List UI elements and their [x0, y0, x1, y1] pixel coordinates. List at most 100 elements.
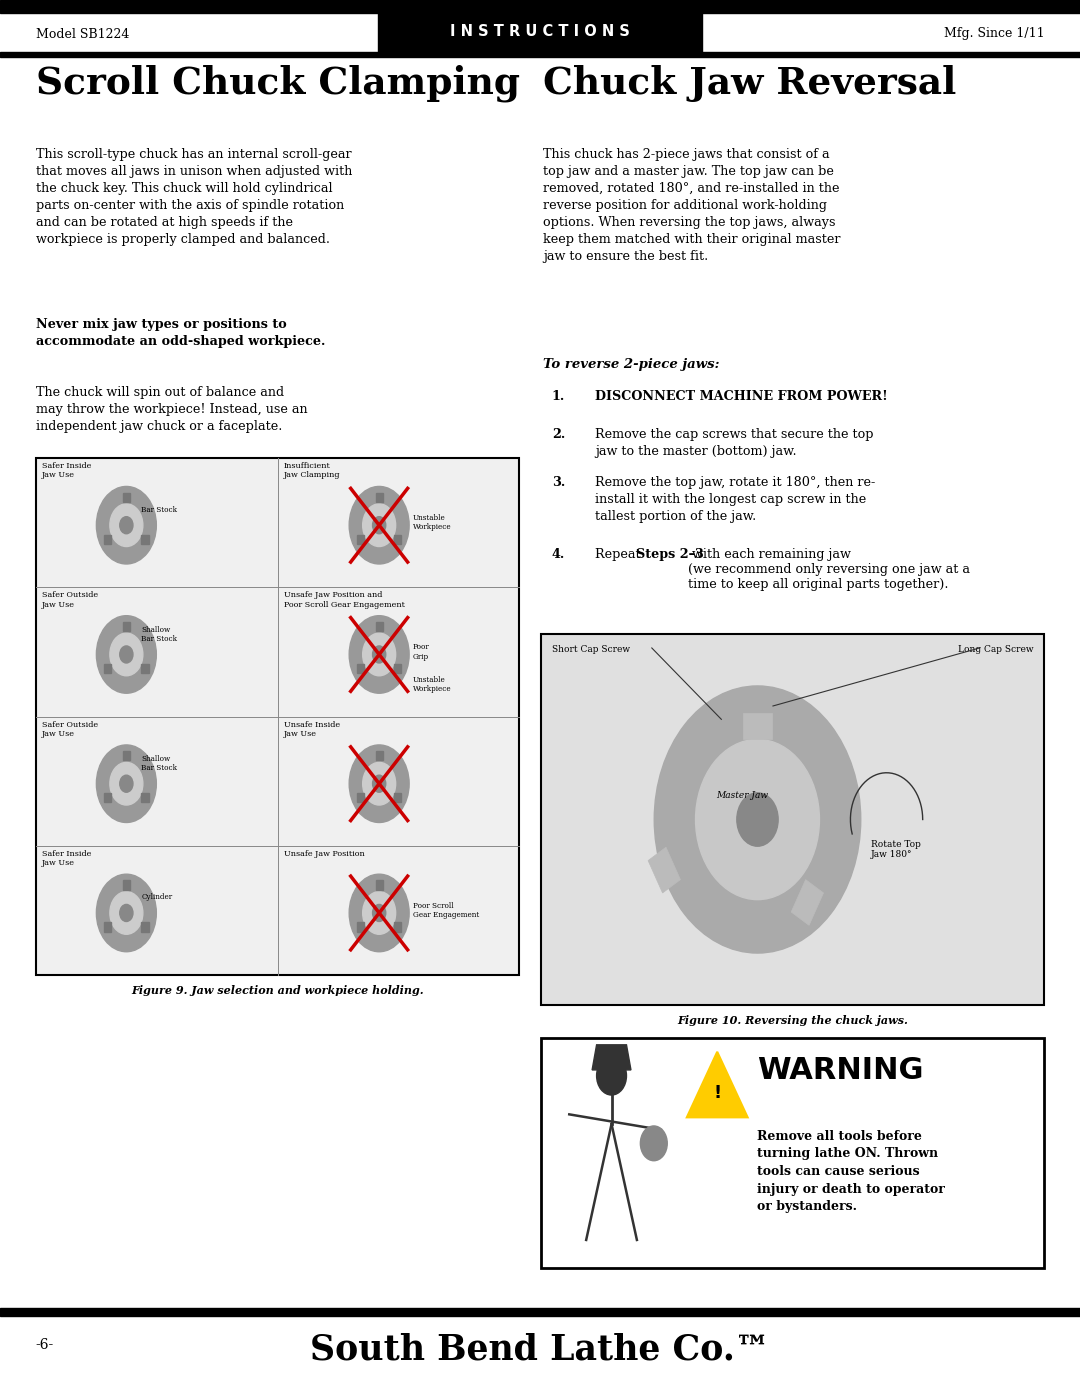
Polygon shape [592, 1045, 631, 1070]
Bar [0, 52, 1080, 57]
Text: Safer Inside
Jaw Use: Safer Inside Jaw Use [42, 462, 92, 479]
Text: Steps 2–3: Steps 2–3 [636, 548, 704, 562]
Circle shape [696, 739, 820, 900]
Circle shape [349, 486, 409, 564]
Bar [123, 880, 130, 890]
Bar [541, 634, 1044, 1004]
Text: Model SB1224: Model SB1224 [36, 28, 129, 41]
Text: with each remaining jaw
(we recommend only reversing one jaw at a
time to keep a: with each remaining jaw (we recommend on… [688, 548, 970, 591]
Circle shape [373, 775, 386, 792]
Text: Unstable
Workpiece: Unstable Workpiece [413, 676, 451, 693]
Circle shape [120, 517, 133, 534]
Circle shape [120, 775, 133, 792]
Text: Remove the cap screws that secure the top
jaw to the master (bottom) jaw.: Remove the cap screws that secure the to… [595, 427, 874, 458]
Text: Master Jaw: Master Jaw [716, 791, 768, 800]
Text: Chuck Jaw Reversal: Chuck Jaw Reversal [543, 66, 957, 102]
Bar [141, 535, 149, 543]
Circle shape [373, 645, 386, 664]
Text: Cylinder: Cylinder [141, 893, 173, 901]
Circle shape [363, 891, 395, 935]
Text: Repeat: Repeat [595, 548, 645, 562]
Bar [0, 1308, 1080, 1316]
Text: Unsafe Jaw Position: Unsafe Jaw Position [284, 849, 365, 858]
Text: I N S T R U C T I O N S: I N S T R U C T I O N S [450, 25, 630, 39]
Bar [376, 752, 382, 760]
Bar [141, 793, 149, 802]
Text: Shallow
Bar Stock: Shallow Bar Stock [141, 626, 177, 643]
Text: The chuck will spin out of balance and
may throw the workpiece! Instead, use an
: The chuck will spin out of balance and m… [36, 386, 308, 433]
Bar [141, 664, 149, 673]
Bar [648, 847, 680, 893]
Bar [394, 793, 402, 802]
Text: !: ! [713, 1084, 721, 1102]
Text: Scroll Chuck Clamping: Scroll Chuck Clamping [36, 66, 519, 102]
Circle shape [654, 686, 861, 953]
Text: Remove the top jaw, rotate it 180°, then re-
install it with the longest cap scr: Remove the top jaw, rotate it 180°, then… [595, 476, 875, 522]
Circle shape [349, 745, 409, 823]
Bar [394, 664, 402, 673]
Polygon shape [687, 1052, 747, 1118]
Text: Poor
Grip: Poor Grip [413, 644, 430, 661]
Bar [356, 535, 364, 543]
Bar [141, 922, 149, 932]
Text: Figure 10. Reversing the chuck jaws.: Figure 10. Reversing the chuck jaws. [677, 1016, 908, 1025]
Text: Bar Stock: Bar Stock [141, 506, 177, 514]
Text: 1.: 1. [552, 390, 565, 402]
Text: Safer Outside
Jaw Use: Safer Outside Jaw Use [42, 721, 98, 738]
Text: Never mix jaw types or positions to
accommodate an odd-shaped workpiece.: Never mix jaw types or positions to acco… [36, 319, 325, 348]
Bar [356, 793, 364, 802]
Text: This chuck has 2-piece jaws that consist of a
top jaw and a master jaw. The top : This chuck has 2-piece jaws that consist… [543, 148, 840, 263]
Text: Mfg. Since 1/11: Mfg. Since 1/11 [944, 28, 1044, 41]
Circle shape [120, 904, 133, 922]
Text: South Bend Lathe Co.™: South Bend Lathe Co.™ [310, 1331, 770, 1366]
Circle shape [96, 616, 157, 693]
Text: Safer Outside
Jaw Use: Safer Outside Jaw Use [42, 591, 98, 609]
Bar [356, 922, 364, 932]
Circle shape [596, 1056, 626, 1095]
Circle shape [349, 616, 409, 693]
Bar [378, 13, 702, 52]
Bar [123, 752, 130, 760]
Circle shape [363, 504, 395, 546]
Text: Safer Inside
Jaw Use: Safer Inside Jaw Use [42, 849, 92, 868]
Text: Short Cap Screw: Short Cap Screw [552, 645, 630, 654]
Text: Insufficient
Jaw Clamping: Insufficient Jaw Clamping [284, 462, 340, 479]
Circle shape [349, 875, 409, 951]
Circle shape [110, 633, 143, 676]
Bar [104, 664, 111, 673]
Bar [104, 793, 111, 802]
Circle shape [363, 763, 395, 805]
Circle shape [96, 875, 157, 951]
Circle shape [120, 645, 133, 664]
Circle shape [110, 504, 143, 546]
Bar [394, 535, 402, 543]
Circle shape [96, 486, 157, 564]
Circle shape [373, 517, 386, 534]
Text: Unstable
Workpiece: Unstable Workpiece [413, 514, 451, 531]
Text: Remove all tools before
turning lathe ON. Thrown
tools can cause serious
injury : Remove all tools before turning lathe ON… [757, 1130, 945, 1213]
Bar [36, 458, 519, 975]
Text: Figure 9. Jaw selection and workpiece holding.: Figure 9. Jaw selection and workpiece ho… [132, 985, 423, 996]
Bar [356, 664, 364, 673]
Circle shape [737, 792, 779, 847]
Text: Unsafe Inside
Jaw Use: Unsafe Inside Jaw Use [284, 721, 340, 738]
Text: 3.: 3. [552, 476, 565, 489]
Bar [123, 622, 130, 631]
Text: 2.: 2. [552, 427, 565, 441]
Circle shape [640, 1126, 667, 1161]
Bar [0, 0, 1080, 13]
Bar [104, 535, 111, 543]
Bar [541, 1038, 1044, 1268]
Circle shape [110, 891, 143, 935]
Bar [792, 880, 824, 925]
Text: DISCONNECT MACHINE FROM POWER!: DISCONNECT MACHINE FROM POWER! [595, 390, 888, 402]
Text: -6-: -6- [36, 1338, 54, 1352]
Circle shape [96, 745, 157, 823]
Bar [376, 880, 382, 890]
Bar [104, 922, 111, 932]
Circle shape [110, 763, 143, 805]
Text: Poor Scroll
Gear Engagement: Poor Scroll Gear Engagement [413, 902, 480, 919]
Bar [376, 493, 382, 502]
Bar [743, 712, 772, 739]
Text: Long Cap Screw: Long Cap Screw [958, 645, 1034, 654]
